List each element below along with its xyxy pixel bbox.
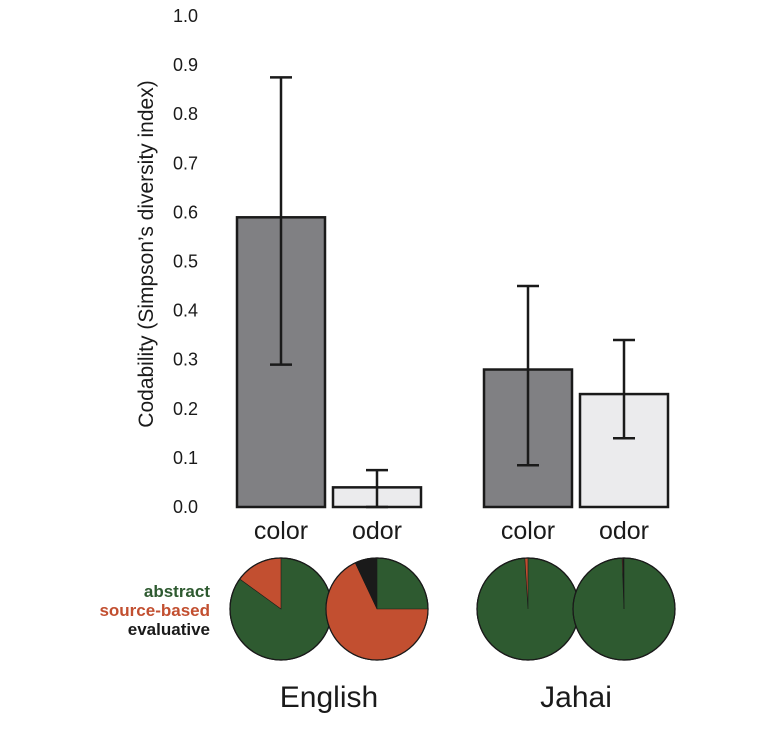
category-label: color [254,517,308,545]
group-label-jahai: Jahai [540,681,612,714]
y-tick-label: 0.0 [173,497,198,517]
error-bar-jahai-odor [613,338,635,440]
pie-jahai-color [476,557,580,661]
y-axis: 0.0 0.1 0.2 0.3 0.4 0.5 0.6 0.7 0.8 0.9 1.0 [173,6,198,517]
y-tick-label: 0.9 [173,55,198,75]
y-tick-label: 0.3 [173,350,198,370]
pie-outline [572,557,676,661]
error-bar-english-color [270,76,292,366]
pie-outline [325,557,429,661]
category-label: odor [599,517,649,545]
error-bar-jahai-color [517,284,539,467]
y-tick-label: 0.5 [173,252,198,272]
y-tick-label: 0.8 [173,104,198,124]
category-labels: color odor color odor [254,517,649,545]
y-tick-label: 0.2 [173,399,198,419]
y-axis-label: Codability (Simpson’s diversity index) [135,80,158,427]
bars [235,76,670,509]
group-label-english: English [280,681,378,714]
legend-entry-evaluative: evaluative [128,620,210,639]
y-tick-label: 0.4 [173,301,198,321]
y-tick-label: 1.0 [173,6,198,26]
y-tick-label: 0.6 [173,202,198,222]
category-label: color [501,517,555,545]
pie-english-odor [325,557,429,661]
pie-charts [229,557,676,661]
group-labels: English Jahai [280,681,612,714]
error-bar-english-odor [366,468,388,509]
y-tick-label: 0.7 [173,153,198,173]
pie-jahai-odor [572,557,676,661]
pie-english-color [229,557,333,661]
category-label: odor [352,517,402,545]
y-tick-label: 0.1 [173,448,198,468]
legend-entry-source-based: source-based [99,601,210,620]
legend-entry-abstract: abstract [144,582,210,601]
